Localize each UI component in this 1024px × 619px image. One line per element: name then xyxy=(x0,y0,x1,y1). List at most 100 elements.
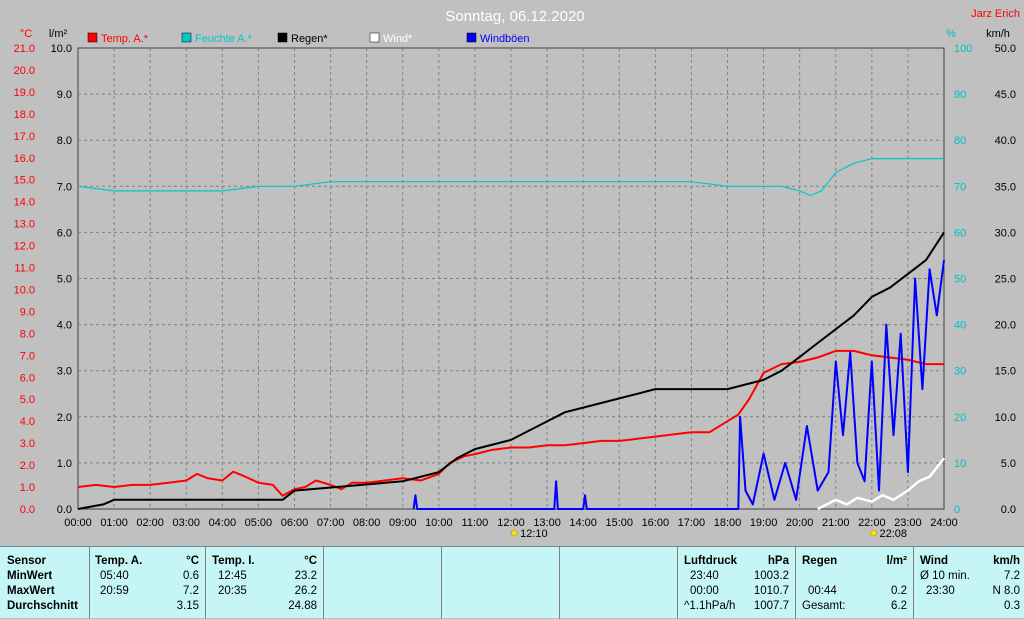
temp-i-max-value: 26.2 xyxy=(294,585,317,597)
wind-tick-label: 40.0 xyxy=(995,135,1016,147)
pressure-column: Luftdruck hPa 23:40 1003.2 00:00 1010.7 … xyxy=(678,547,796,619)
time-tick-label: 16:00 xyxy=(642,517,670,529)
time-tick-label: 24:00 xyxy=(930,517,958,529)
series-line xyxy=(817,457,945,511)
temp-tick-label: 1.0 xyxy=(20,482,35,494)
stats-labels-column: Sensor MinWert MaxWert Durchschnitt xyxy=(0,547,90,619)
weather-chart: Sonntag, 06.12.2020 Jarz Erich °C l/m² %… xyxy=(14,8,1020,540)
wind-tick-label: 30.0 xyxy=(995,227,1016,239)
legend-label: Windböen xyxy=(480,33,530,45)
rain-total-label: Gesamt: xyxy=(802,600,846,612)
series-line xyxy=(77,349,944,497)
series-lines xyxy=(77,158,945,511)
avg-label: Durchschnitt xyxy=(7,600,78,612)
legend-swatch xyxy=(466,32,477,43)
wind-tick-label: 15.0 xyxy=(995,366,1016,378)
wind-unit: km/h xyxy=(993,555,1020,567)
legend-label: Feuchte A.* xyxy=(195,33,253,45)
legend: Temp. A.* Feuchte A.* Regen* Wind* Windböen xyxy=(87,32,530,45)
pressure-title: Luftdruck xyxy=(684,555,738,567)
humidity-tick-label: 100 xyxy=(954,43,972,55)
wind-unit-label: km/h xyxy=(986,28,1010,40)
sun-time-label: 22:08 xyxy=(880,528,908,540)
time-tick-label: 00:00 xyxy=(64,517,92,529)
pressure-average: 1007.7 xyxy=(753,600,789,612)
temp-i-column: Temp. I. °C 12:45 23.2 20:35 26.2 24.88 xyxy=(206,547,324,619)
temp-tick-label: 6.0 xyxy=(20,372,35,384)
rain-unit: l/m² xyxy=(886,555,907,567)
temp-tick-label: 2.0 xyxy=(20,460,35,472)
humidity-tick-label: 60 xyxy=(954,227,966,239)
wind-tick-label: 35.0 xyxy=(995,181,1016,193)
time-tick-label: 01:00 xyxy=(100,517,128,529)
time-tick-label: 19:00 xyxy=(750,517,778,529)
wind-tick-label: 25.0 xyxy=(995,274,1016,286)
rain-tick-label: 3.0 xyxy=(57,366,72,378)
empty-column-2 xyxy=(442,547,560,619)
wind-max-time: 23:30 xyxy=(926,585,955,597)
time-tick-label: 23:00 xyxy=(894,517,922,529)
time-tick-label: 20:00 xyxy=(786,517,814,529)
temp-tick-label: 15.0 xyxy=(14,175,35,187)
axis-ticks: 0.0 1.0 2.0 3.0 4.0 5.0 6.0 7.0 8.0 9.0 10.0 11.0 12… xyxy=(14,43,1016,529)
rain-tick-label: 6.0 xyxy=(57,227,72,239)
humidity-unit-label: % xyxy=(946,28,956,40)
temp-a-max-time: 20:59 xyxy=(100,585,129,597)
wind-tick-label: 5.0 xyxy=(1001,458,1016,470)
sun-icon xyxy=(870,529,877,537)
min-label: MinWert xyxy=(7,570,53,582)
humidity-tick-label: 90 xyxy=(954,89,966,101)
temp-a-average: 3.15 xyxy=(176,600,199,612)
time-tick-label: 18:00 xyxy=(714,517,742,529)
time-tick-label: 10:00 xyxy=(425,517,453,529)
wind-average: 0.3 xyxy=(1004,600,1020,612)
wind-avg10-label: Ø 10 min. xyxy=(920,570,970,582)
empty-column-1 xyxy=(324,547,442,619)
rain-tick-label: 0.0 xyxy=(57,504,72,516)
rain-tick-label: 4.0 xyxy=(57,320,72,332)
humidity-tick-label: 40 xyxy=(954,320,966,332)
legend-swatch xyxy=(369,32,380,43)
pressure-trend: ^1.1hPa/h xyxy=(684,600,736,612)
temp-a-column: Temp. A. °C 05:40 0.6 20:59 7.2 3.15 xyxy=(90,547,206,619)
temp-tick-label: 18.0 xyxy=(14,109,35,121)
time-tick-label: 08:00 xyxy=(353,517,381,529)
temp-i-min-value: 23.2 xyxy=(294,570,317,582)
humidity-tick-label: 70 xyxy=(954,181,966,193)
temp-tick-label: 13.0 xyxy=(14,219,35,231)
legend-swatch xyxy=(277,32,288,43)
temp-tick-label: 20.0 xyxy=(14,65,35,77)
legend-label: Regen* xyxy=(291,33,328,45)
temp-i-min-time: 12:45 xyxy=(218,570,247,582)
temp-a-title: Temp. A. xyxy=(95,555,143,567)
temp-tick-label: 7.0 xyxy=(20,350,35,362)
series-line xyxy=(77,158,944,197)
temp-tick-label: 16.0 xyxy=(14,153,35,165)
temp-i-average: 24.88 xyxy=(288,600,317,612)
temp-tick-label: 17.0 xyxy=(14,131,35,143)
humidity-tick-label: 20 xyxy=(954,412,966,424)
wind-title: Wind xyxy=(920,555,948,567)
rain-tick-label: 5.0 xyxy=(57,274,72,286)
temp-tick-label: 21.0 xyxy=(14,43,35,55)
time-tick-label: 21:00 xyxy=(822,517,850,529)
wind-max-value: N 8.0 xyxy=(992,585,1021,597)
pressure-max-time: 00:00 xyxy=(690,585,719,597)
temp-tick-label: 11.0 xyxy=(14,263,35,275)
legend-label: Temp. A.* xyxy=(101,33,149,45)
humidity-tick-label: 0 xyxy=(954,504,960,516)
temp-i-max-time: 20:35 xyxy=(218,585,247,597)
wind-tick-label: 0.0 xyxy=(1001,504,1016,516)
time-tick-label: 11:00 xyxy=(462,517,489,529)
time-tick-label: 09:00 xyxy=(389,517,417,529)
rain-tick-label: 8.0 xyxy=(57,135,72,147)
rain-unit-label: l/m² xyxy=(49,28,68,40)
wind-tick-label: 20.0 xyxy=(995,320,1016,332)
rain-tick-label: 9.0 xyxy=(57,89,72,101)
wind-avg10-value: 7.2 xyxy=(1004,570,1020,582)
time-tick-label: 06:00 xyxy=(281,517,309,529)
time-tick-label: 07:00 xyxy=(317,517,345,529)
time-tick-label: 15:00 xyxy=(605,517,633,529)
time-tick-label: 13:00 xyxy=(533,517,561,529)
legend-label: Wind* xyxy=(383,33,413,45)
